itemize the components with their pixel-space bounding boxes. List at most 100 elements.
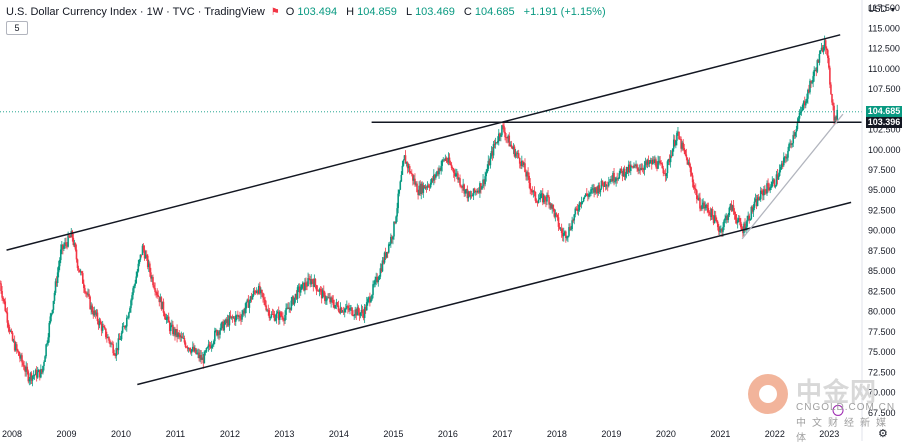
candle-body <box>735 219 738 224</box>
candle-body <box>809 80 811 93</box>
candle-body <box>219 330 221 335</box>
candle-body <box>525 172 527 177</box>
candle-body <box>725 215 727 219</box>
candle-body <box>318 289 321 292</box>
candle-body <box>204 351 207 353</box>
flag-icon[interactable]: ⚑ <box>270 6 280 18</box>
candle-body <box>401 165 404 175</box>
candle-body <box>508 135 511 147</box>
candle-body <box>760 190 763 192</box>
candle-body <box>546 194 548 202</box>
x-tick-label: 2012 <box>220 429 240 439</box>
candle-body <box>380 268 383 272</box>
candle-body <box>407 166 410 169</box>
candle-body <box>650 160 653 165</box>
candle-body <box>327 297 329 299</box>
candle-body <box>208 344 211 347</box>
candle-body <box>746 219 748 227</box>
candle-body <box>187 347 190 349</box>
candle-body <box>137 263 140 272</box>
candle-body <box>641 167 644 170</box>
candle-body <box>674 139 676 146</box>
candle-body <box>484 176 486 185</box>
candle-body <box>173 328 175 335</box>
candle-body <box>181 336 184 339</box>
x-tick-label: 2010 <box>111 429 131 439</box>
candle-body <box>136 271 139 277</box>
candle-body <box>392 236 394 240</box>
candle-body <box>43 361 45 367</box>
candle-body <box>193 346 195 352</box>
candle-body <box>463 184 465 194</box>
candle-body <box>744 223 746 230</box>
candle-body <box>221 321 223 324</box>
candle-body <box>599 188 602 193</box>
candle-body <box>335 302 338 306</box>
candle-body <box>420 183 423 194</box>
candle-body <box>511 146 514 149</box>
candle-body <box>658 160 660 162</box>
candle-body <box>538 198 541 200</box>
watermark-url: CNGOLD.COM.CN <box>796 402 896 413</box>
candle-body <box>325 300 327 302</box>
candle-body <box>465 189 468 190</box>
candle-body <box>72 237 75 245</box>
candle-body <box>710 209 713 217</box>
candle-body <box>207 344 210 348</box>
candle-body <box>63 246 65 249</box>
candle-body <box>589 192 591 194</box>
candle-body <box>642 169 645 171</box>
candle-body <box>660 162 662 164</box>
x-axis: 2008 2009 2010 2011 2012 2013 2014 2015 2016 2017… <box>2 429 839 439</box>
candle-body <box>226 319 229 323</box>
candle-body <box>91 305 94 313</box>
candle-body <box>769 187 771 191</box>
candle-body <box>474 191 477 193</box>
candle-body <box>670 155 673 157</box>
candle-body <box>278 312 281 320</box>
x-tick-label: 2015 <box>383 429 403 439</box>
candle-body <box>158 296 161 303</box>
candle-body <box>336 302 339 306</box>
currency-label: USD <box>868 4 888 14</box>
y-tick-label: 117.500 <box>868 3 900 13</box>
candle-body <box>741 227 743 231</box>
candle-body <box>288 307 291 309</box>
candle-body <box>330 297 332 303</box>
currency-selector[interactable]: USD ▼ <box>868 4 896 14</box>
candle-body <box>377 279 380 283</box>
candle-body <box>527 172 529 176</box>
interval-badge[interactable]: 5 <box>6 21 28 35</box>
candle-body <box>480 183 482 190</box>
x-tick-label: 2008 <box>2 429 22 439</box>
candle-body <box>141 245 144 255</box>
x-tick-label: 2016 <box>438 429 458 439</box>
candle-body <box>322 290 325 293</box>
candle-body <box>507 135 510 139</box>
symbol-title[interactable]: U.S. Dollar Currency Index · 1W · TVC · … <box>6 6 265 18</box>
candle-body <box>164 316 167 320</box>
candle-body <box>587 195 589 197</box>
candle-body <box>117 338 120 351</box>
candle-body <box>434 174 436 178</box>
candle-body <box>34 370 37 375</box>
chart-header: U.S. Dollar Currency Index · 1W · TVC · … <box>6 4 609 20</box>
candle-body <box>58 260 61 267</box>
candle-body <box>824 40 827 49</box>
candle-body <box>88 293 90 297</box>
candle-body <box>455 174 457 177</box>
candle-body <box>280 312 282 317</box>
candle-body <box>425 187 428 188</box>
candle-body <box>75 249 78 260</box>
candle-body <box>73 243 76 245</box>
candle-body <box>374 279 376 285</box>
candle-body <box>715 219 718 222</box>
candle-body <box>627 164 630 173</box>
candle-body <box>554 213 557 217</box>
candle-body <box>722 226 724 232</box>
candle-body <box>180 336 183 338</box>
candle-body <box>570 228 572 230</box>
candle-body <box>433 174 435 181</box>
gear-icon[interactable]: ⚙ <box>878 428 888 440</box>
